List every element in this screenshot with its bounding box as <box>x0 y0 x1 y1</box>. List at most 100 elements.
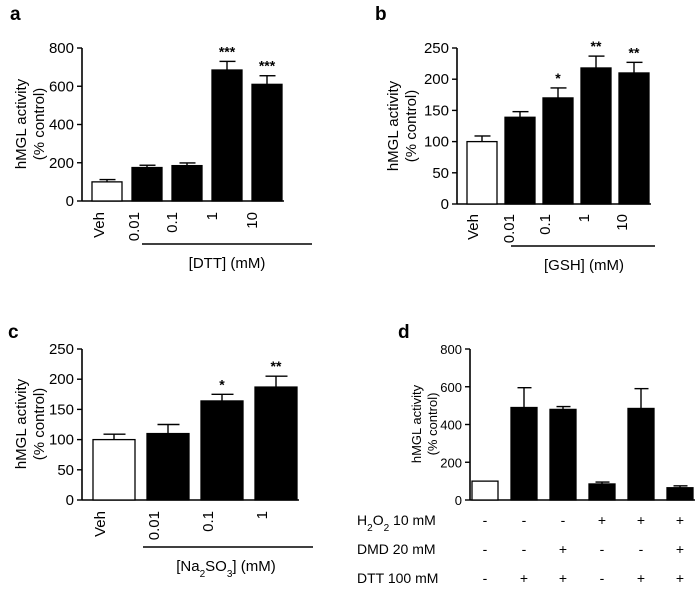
bar <box>254 386 298 501</box>
x-tick-label: 1 <box>254 511 271 519</box>
condition-sign: - <box>483 512 488 528</box>
condition-sign: + <box>637 512 645 528</box>
significance-marker: *** <box>219 43 236 59</box>
x-tick-label: 0.01 <box>501 214 518 243</box>
chart-d: 0 200 400 600 800 hMGL activity(% control) H2O… <box>357 342 695 586</box>
bar <box>549 408 577 501</box>
panel-letter-d: d <box>398 322 410 343</box>
x-tick-label: 0.01 <box>126 212 143 241</box>
y-axis-label: hMGL activity(% control) <box>409 384 440 463</box>
significance-marker: ** <box>629 44 640 60</box>
condition-sign: + <box>520 570 528 586</box>
x-tick-label: Veh <box>465 214 482 240</box>
significance-marker: *** <box>259 58 276 74</box>
y-tick-label: 0 <box>66 492 74 509</box>
condition-sign: + <box>559 541 567 557</box>
x-tick-label: 0.1 <box>164 212 181 233</box>
y-axis-label: hMGL activity(% control) <box>13 378 48 469</box>
y-tick-label: 400 <box>49 117 74 134</box>
condition-sign: - <box>483 570 488 586</box>
condition-sign: - <box>522 541 527 557</box>
bar <box>91 181 123 202</box>
y-axis-label: hMGL activity(% control) <box>13 78 48 169</box>
y-tick-label: 50 <box>432 165 449 182</box>
condition-sign: - <box>561 512 566 528</box>
y-tick-label: 200 <box>424 71 449 88</box>
bar <box>92 438 136 501</box>
x-axis-label: [DTT] (mM) <box>189 255 266 272</box>
significance-marker: ** <box>591 38 602 54</box>
y-tick-label: 200 <box>49 371 74 388</box>
bar <box>666 487 694 501</box>
y-tick-label: 100 <box>424 134 449 151</box>
bar <box>466 140 498 205</box>
y-tick-label: 0 <box>441 196 449 213</box>
x-tick-label: 0.01 <box>146 511 163 540</box>
condition-sign: + <box>598 512 606 528</box>
condition-sign: - <box>483 541 488 557</box>
condition-sign: - <box>600 541 605 557</box>
panel-letter-b: b <box>375 4 387 25</box>
significance-marker: * <box>555 70 561 86</box>
condition-label: DMD 20 mM <box>357 541 436 557</box>
y-tick-label: 800 <box>440 342 462 357</box>
condition-sign: + <box>637 570 645 586</box>
condition-sign: + <box>676 512 684 528</box>
condition-sign: + <box>559 570 567 586</box>
condition-label: DTT 100 mM <box>357 570 438 586</box>
bar <box>251 83 283 202</box>
y-tick-label: 0 <box>66 193 74 210</box>
y-tick-label: 150 <box>424 102 449 119</box>
condition-sign: - <box>600 570 605 586</box>
x-tick-label: 10 <box>614 214 631 231</box>
chart-c: 0 50 100 150 200 250 hMGL activity(% control) *… <box>13 341 313 580</box>
condition-label: H2O2 10 mM <box>357 512 436 534</box>
x-axis-label: [GSH] (mM) <box>544 257 624 274</box>
bar <box>200 400 244 501</box>
y-tick-label: 250 <box>49 341 74 358</box>
y-tick-label: 200 <box>440 455 462 470</box>
y-tick-label: 600 <box>49 78 74 95</box>
x-tick-label: Veh <box>91 212 108 238</box>
x-tick-label: Veh <box>92 511 109 537</box>
bar <box>471 480 499 501</box>
chart-a: 0 200 400 600 800 hMGL activity(% control) ***… <box>13 40 312 272</box>
x-tick-label: 10 <box>244 212 261 229</box>
y-tick-label: 100 <box>49 432 74 449</box>
condition-sign: + <box>676 570 684 586</box>
bar <box>146 432 190 501</box>
y-tick-label: 200 <box>49 155 74 172</box>
bar <box>171 164 203 202</box>
bar <box>542 97 574 205</box>
bar <box>504 116 536 205</box>
condition-sign: - <box>522 512 527 528</box>
y-tick-label: 150 <box>49 401 74 418</box>
condition-sign: - <box>639 541 644 557</box>
panel-letter-a: a <box>10 4 21 25</box>
x-tick-label: 1 <box>204 212 221 220</box>
bar <box>131 166 163 202</box>
bar <box>588 483 616 501</box>
condition-sign: + <box>676 541 684 557</box>
bar <box>211 69 243 202</box>
panel-letter-c: c <box>8 322 19 343</box>
y-tick-label: 400 <box>440 418 462 433</box>
x-tick-label: 1 <box>576 214 593 222</box>
bar <box>627 407 655 501</box>
y-tick-label: 0 <box>455 493 462 508</box>
x-tick-label: 0.1 <box>200 511 217 532</box>
significance-marker: * <box>219 376 225 392</box>
significance-marker: ** <box>271 358 282 374</box>
bar <box>580 67 612 205</box>
bar <box>510 406 538 501</box>
bar <box>618 72 650 205</box>
x-axis-label: [Na2SO3] (mM) <box>176 558 275 580</box>
y-axis-label: hMGL activity(% control) <box>385 80 420 171</box>
x-tick-label: 0.1 <box>537 214 554 235</box>
y-tick-label: 800 <box>49 40 74 57</box>
chart-b: 0 50 100 150 200 250 hMGL activity(% control) *… <box>385 38 655 274</box>
y-tick-label: 250 <box>424 40 449 57</box>
y-tick-label: 600 <box>440 380 462 395</box>
y-tick-label: 50 <box>57 462 74 479</box>
